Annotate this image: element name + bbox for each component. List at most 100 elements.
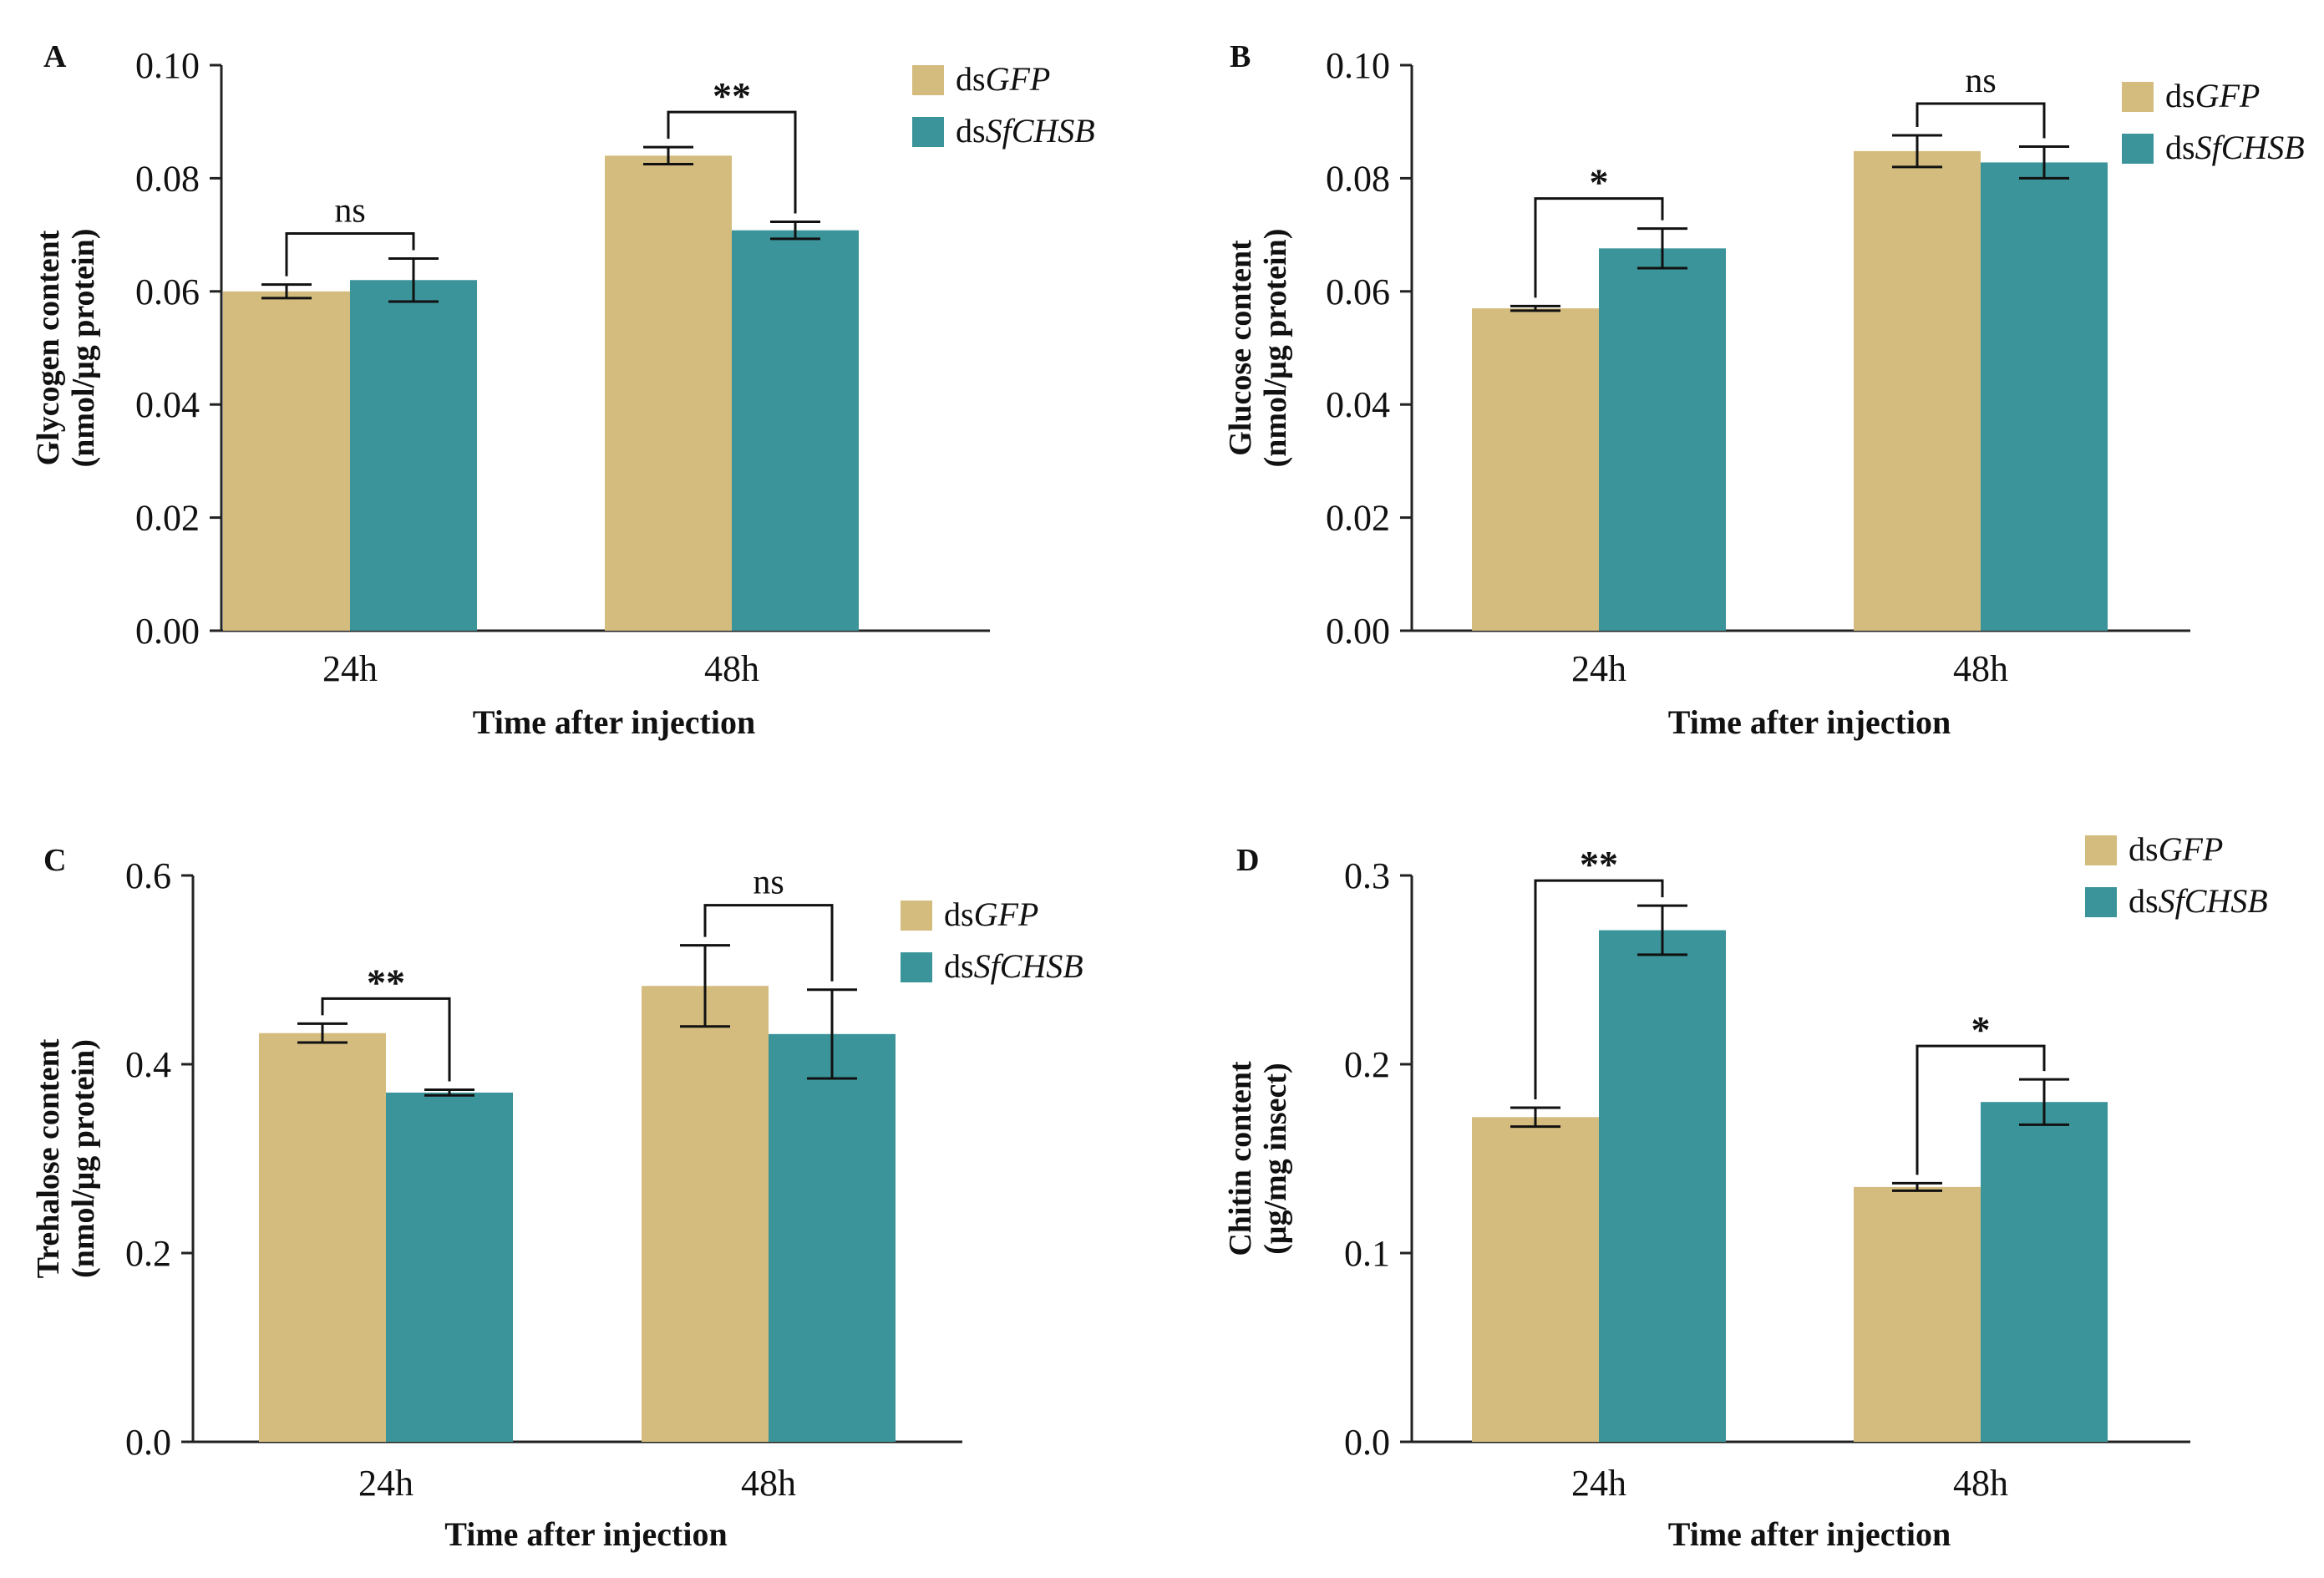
bar	[1472, 308, 1599, 631]
x-tick-label: 24h	[322, 648, 378, 689]
legend-label: dsGFP	[944, 896, 1038, 933]
significance-label: ns	[1965, 62, 1996, 100]
legend-label: dsSfCHSB	[2129, 882, 2268, 920]
panel-letter: C	[43, 843, 66, 878]
bar	[259, 1033, 386, 1442]
bar	[1472, 1117, 1599, 1442]
significance-label: **	[367, 961, 405, 1003]
y-tick-label: 0.2	[1344, 1044, 1390, 1085]
legend-swatch	[912, 65, 944, 95]
significance-bracket	[321, 997, 451, 1082]
y-tick-label: 0.08	[135, 158, 200, 199]
bar	[386, 1092, 513, 1442]
chart-panel-d: D 0.0 0.1 0.2 0.3 Chitin content (μg/mg insect…	[1223, 830, 2268, 1553]
significance-label: ns	[753, 864, 784, 902]
bar	[1599, 930, 1726, 1442]
x-tick-label: 48h	[1953, 1463, 2008, 1504]
x-tick-label: 24h	[1571, 1463, 1626, 1504]
y-tick-label: 0.2	[125, 1233, 171, 1274]
legend-swatch	[2122, 134, 2154, 164]
chart-panel-a: A 0.00 0.02 0.04 0.06 0.08 0.10 Glycogen conten…	[31, 39, 1095, 741]
y-tick-label: 0.0	[125, 1422, 171, 1463]
significance-bracket	[1916, 102, 2046, 139]
bar	[223, 291, 350, 631]
legend-label-gene: SfCHSB	[2159, 882, 2268, 920]
y-axis-label: (nmol/μg protein)	[1258, 229, 1293, 468]
panel-letter: D	[1236, 843, 1259, 878]
significance-bracket	[1534, 879, 1664, 1099]
legend-label: dsSfCHSB	[944, 947, 1083, 985]
legend-swatch	[901, 901, 932, 931]
bar	[350, 280, 477, 631]
y-tick-label: 0.1	[1344, 1233, 1390, 1274]
legend-label-gene: GFP	[974, 896, 1039, 933]
significance-label: *	[1590, 161, 1609, 204]
x-axis-label: Time after injection	[444, 1515, 727, 1553]
x-axis-label: Time after injection	[473, 703, 755, 741]
x-tick-label: 48h	[704, 648, 759, 689]
legend-label-gene: GFP	[2195, 77, 2261, 114]
y-tick-label: 0.10	[1326, 45, 1390, 86]
chart-panel-b: B 0.00 0.02 0.04 0.06 0.08 0.10 Glucose content…	[1223, 39, 2305, 741]
bar	[769, 1033, 896, 1442]
significance-label: ns	[334, 192, 365, 231]
legend-label: dsSfCHSB	[2165, 129, 2305, 166]
panel-letter: A	[43, 39, 67, 74]
y-tick-label: 0.3	[1344, 855, 1390, 896]
y-tick-label: 0.00	[135, 611, 200, 652]
y-tick-label: 0.0	[1344, 1422, 1390, 1463]
legend-swatch	[2085, 887, 2117, 917]
y-tick-label: 0.04	[135, 384, 200, 425]
bar	[1981, 1102, 2108, 1442]
legend-label-prefix: ds	[2165, 77, 2195, 114]
legend-swatch	[2122, 82, 2154, 112]
panel-letter: B	[1230, 39, 1251, 74]
chart-panel-c: C 0.0 0.2 0.4 0.6 Trehalose content (nmol/μg p…	[31, 843, 1083, 1553]
y-tick-label: 0.10	[135, 45, 200, 86]
y-axis-label: (nmol/μg protein)	[66, 1039, 101, 1278]
y-tick-label: 0.04	[1326, 384, 1390, 425]
significance-bracket	[667, 110, 797, 214]
significance-bracket	[1916, 1044, 2046, 1175]
y-tick-label: 0.02	[1326, 498, 1390, 539]
significance-label: *	[1971, 1008, 1991, 1051]
y-tick-label: 0.00	[1326, 611, 1390, 652]
legend-label-gene: GFP	[986, 60, 1051, 98]
y-tick-label: 0.06	[135, 271, 200, 312]
legend-swatch	[901, 952, 932, 982]
y-tick-label: 0.6	[125, 855, 171, 896]
y-tick-label: 0.4	[125, 1044, 171, 1085]
x-tick-label: 48h	[741, 1463, 796, 1504]
y-axis-label: (μg/mg insect)	[1258, 1063, 1293, 1254]
legend-label-prefix: ds	[956, 60, 986, 98]
legend-label-prefix: ds	[956, 112, 986, 150]
bar	[1599, 248, 1726, 631]
y-axis-label: Glucose content	[1223, 240, 1258, 456]
x-tick-label: 24h	[1571, 648, 1626, 689]
legend-label-prefix: ds	[2165, 129, 2195, 166]
significance-label: **	[1580, 843, 1618, 885]
bar	[1981, 162, 2108, 632]
y-axis-label: (nmol/μg protein)	[66, 229, 101, 468]
legend-label-prefix: ds	[2129, 882, 2159, 920]
significance-bracket	[285, 232, 415, 277]
y-axis-label: Trehalose content	[31, 1038, 66, 1278]
y-tick-label: 0.08	[1326, 158, 1390, 199]
significance-bracket	[1534, 197, 1664, 298]
significance-bracket	[703, 904, 834, 982]
legend-label-gene: SfCHSB	[2195, 129, 2305, 166]
bar	[642, 986, 769, 1442]
significance-label: **	[713, 74, 751, 117]
legend-label-prefix: ds	[944, 896, 974, 933]
legend-label-gene: SfCHSB	[986, 112, 1095, 150]
legend-label-gene: GFP	[2159, 830, 2224, 868]
bar	[605, 155, 732, 631]
legend-label-gene: SfCHSB	[974, 947, 1083, 985]
y-tick-label: 0.02	[135, 498, 200, 539]
y-axis-label: Glycogen content	[31, 230, 66, 465]
x-tick-label: 24h	[358, 1463, 414, 1504]
x-tick-label: 48h	[1953, 648, 2008, 689]
legend-label: dsGFP	[2129, 830, 2223, 868]
bar	[1854, 150, 1981, 632]
